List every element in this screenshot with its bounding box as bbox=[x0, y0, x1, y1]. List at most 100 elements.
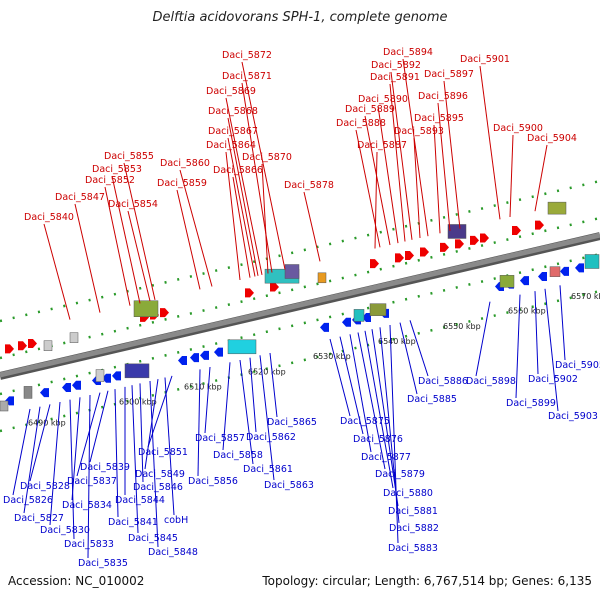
forward-gene-arrow bbox=[245, 288, 254, 298]
top-gene-label: Daci_5869 bbox=[206, 86, 256, 97]
top-gene-leader bbox=[509, 134, 514, 218]
top-gene-label: Daci_5860 bbox=[160, 158, 210, 169]
gene-block bbox=[227, 339, 257, 355]
top-gene-leader bbox=[179, 169, 213, 287]
top-gene-leader bbox=[241, 82, 273, 273]
top-gene-leader bbox=[355, 129, 381, 248]
bottom-gene-leader bbox=[139, 383, 144, 483]
bottom-gene-label: Daci_5861 bbox=[243, 464, 293, 475]
gene-block bbox=[584, 254, 600, 269]
bottom-gene-leader bbox=[239, 359, 254, 465]
top-gene-label: Daci_5890 bbox=[358, 94, 408, 105]
top-gene-label: Daci_5864 bbox=[206, 140, 256, 151]
bottom-gene-leader bbox=[544, 288, 559, 412]
forward-gene-arrow bbox=[405, 251, 414, 260]
bottom-gene-label: Daci_5839 bbox=[80, 462, 130, 473]
bottom-gene-leader bbox=[23, 406, 41, 514]
bottom-gene-label: Daci_5856 bbox=[188, 476, 238, 487]
reverse-gene-arrow bbox=[40, 388, 49, 398]
top-gene-leader bbox=[389, 83, 406, 242]
genome-title: Delftia acidovorans SPH-1, complete geno… bbox=[152, 10, 448, 25]
bottom-gene-leader bbox=[76, 392, 101, 477]
bottom-gene-leader bbox=[364, 330, 394, 489]
top-gene-label: Daci_5852 bbox=[85, 175, 135, 186]
top-gene-label: Daci_5871 bbox=[222, 71, 272, 82]
top-gene-leader bbox=[479, 65, 501, 220]
top-gene-label: Daci_5887 bbox=[357, 140, 407, 151]
bottom-gene-leader bbox=[164, 377, 175, 516]
bottom-gene-leader bbox=[12, 408, 31, 496]
top-gene-leader bbox=[390, 71, 413, 240]
forward-gene-arrow bbox=[420, 247, 429, 257]
bottom-gene-label: Daci_5865 bbox=[267, 417, 317, 428]
forward-gene-arrow bbox=[18, 341, 27, 351]
bottom-gene-label: Daci_5863 bbox=[264, 480, 314, 491]
accession-label: Accession: NC_010002 bbox=[8, 574, 145, 588]
top-gene-label: Daci_5859 bbox=[157, 178, 207, 189]
bottom-gene-leader bbox=[339, 336, 364, 435]
gene-block bbox=[23, 386, 33, 399]
top-gene-leader bbox=[241, 61, 286, 270]
bottom-gene-label: Daci_5846 bbox=[133, 482, 183, 493]
reverse-gene-arrow bbox=[342, 317, 351, 327]
top-gene-leader bbox=[261, 163, 269, 274]
top-gene-leader bbox=[227, 137, 256, 277]
top-gene-leader bbox=[364, 115, 391, 246]
bottom-gene-leader bbox=[515, 294, 521, 399]
forward-gene-arrow bbox=[370, 259, 379, 269]
bottom-gene-leader bbox=[534, 291, 539, 375]
gene-block bbox=[124, 363, 150, 379]
bottom-gene-label: Daci_5834 bbox=[62, 500, 112, 511]
top-gene-leader bbox=[111, 175, 141, 304]
top-gene-label: Daci_5888 bbox=[336, 118, 386, 129]
kbp-label: 6510 kbp bbox=[184, 382, 222, 391]
forward-gene-arrow bbox=[440, 242, 449, 252]
bottom-gene-label: Daci_5833 bbox=[64, 539, 114, 550]
bottom-gene-leader bbox=[29, 404, 51, 482]
bottom-gene-label: Daci_5899 bbox=[506, 398, 556, 409]
forward-gene-arrow bbox=[28, 338, 37, 348]
bottom-gene-leader bbox=[69, 399, 75, 540]
bottom-gene-leader bbox=[559, 285, 566, 361]
reverse-gene-arrow bbox=[178, 355, 187, 365]
reverse-gene-arrow bbox=[538, 271, 547, 281]
bottom-gene-label: Daci_5886 bbox=[418, 376, 468, 387]
bottom-gene-label: Daci_5848 bbox=[148, 547, 198, 558]
bottom-gene-leader bbox=[399, 322, 418, 395]
bottom-gene-label: Daci_5844 bbox=[115, 495, 165, 506]
bottom-gene-leader bbox=[269, 352, 278, 418]
bottom-gene-leader bbox=[249, 357, 257, 433]
reverse-gene-arrow bbox=[72, 380, 81, 390]
bottom-gene-leader bbox=[349, 334, 372, 453]
forward-gene-arrow bbox=[535, 220, 544, 230]
top-gene-label: Daci_5878 bbox=[284, 180, 334, 191]
bottom-gene-label: Daci_5881 bbox=[388, 506, 438, 517]
bottom-gene-leader bbox=[259, 355, 275, 481]
top-gene-label: Daci_5901 bbox=[460, 54, 510, 65]
bottom-gene-leader bbox=[131, 385, 139, 534]
top-gene-label: Daci_5847 bbox=[55, 192, 105, 203]
top-gene-leader bbox=[437, 102, 451, 232]
reverse-gene-arrow bbox=[62, 383, 71, 393]
bottom-gene-label: Daci_5835 bbox=[78, 558, 128, 569]
top-gene-label: Daci_5893 bbox=[394, 126, 444, 137]
bottom-gene-label: Daci_5841 bbox=[108, 517, 158, 528]
genome-summary: Topology: circular; Length: 6,767,514 bp… bbox=[262, 574, 592, 588]
bottom-gene-leader bbox=[389, 324, 399, 544]
bottom-gene-leader bbox=[329, 338, 351, 417]
gene-block bbox=[133, 300, 159, 317]
kbp-label: 6570 kbp bbox=[571, 292, 600, 301]
bottom-gene-label: Daci_5902 bbox=[528, 374, 578, 385]
forward-gene-arrow bbox=[160, 308, 169, 318]
bottom-gene-label: cobH bbox=[164, 515, 188, 526]
reverse-gene-arrow bbox=[200, 350, 209, 360]
reverse-gene-arrow bbox=[520, 276, 529, 286]
top-gene-leader bbox=[303, 191, 321, 262]
forward-gene-arrow bbox=[455, 239, 464, 249]
top-gene-leader bbox=[413, 137, 421, 239]
bottom-gene-leader bbox=[71, 397, 81, 501]
top-gene-leader bbox=[443, 80, 461, 229]
bottom-gene-label: Daci_5883 bbox=[388, 543, 438, 554]
bottom-gene-label: Daci_5837 bbox=[67, 476, 117, 487]
